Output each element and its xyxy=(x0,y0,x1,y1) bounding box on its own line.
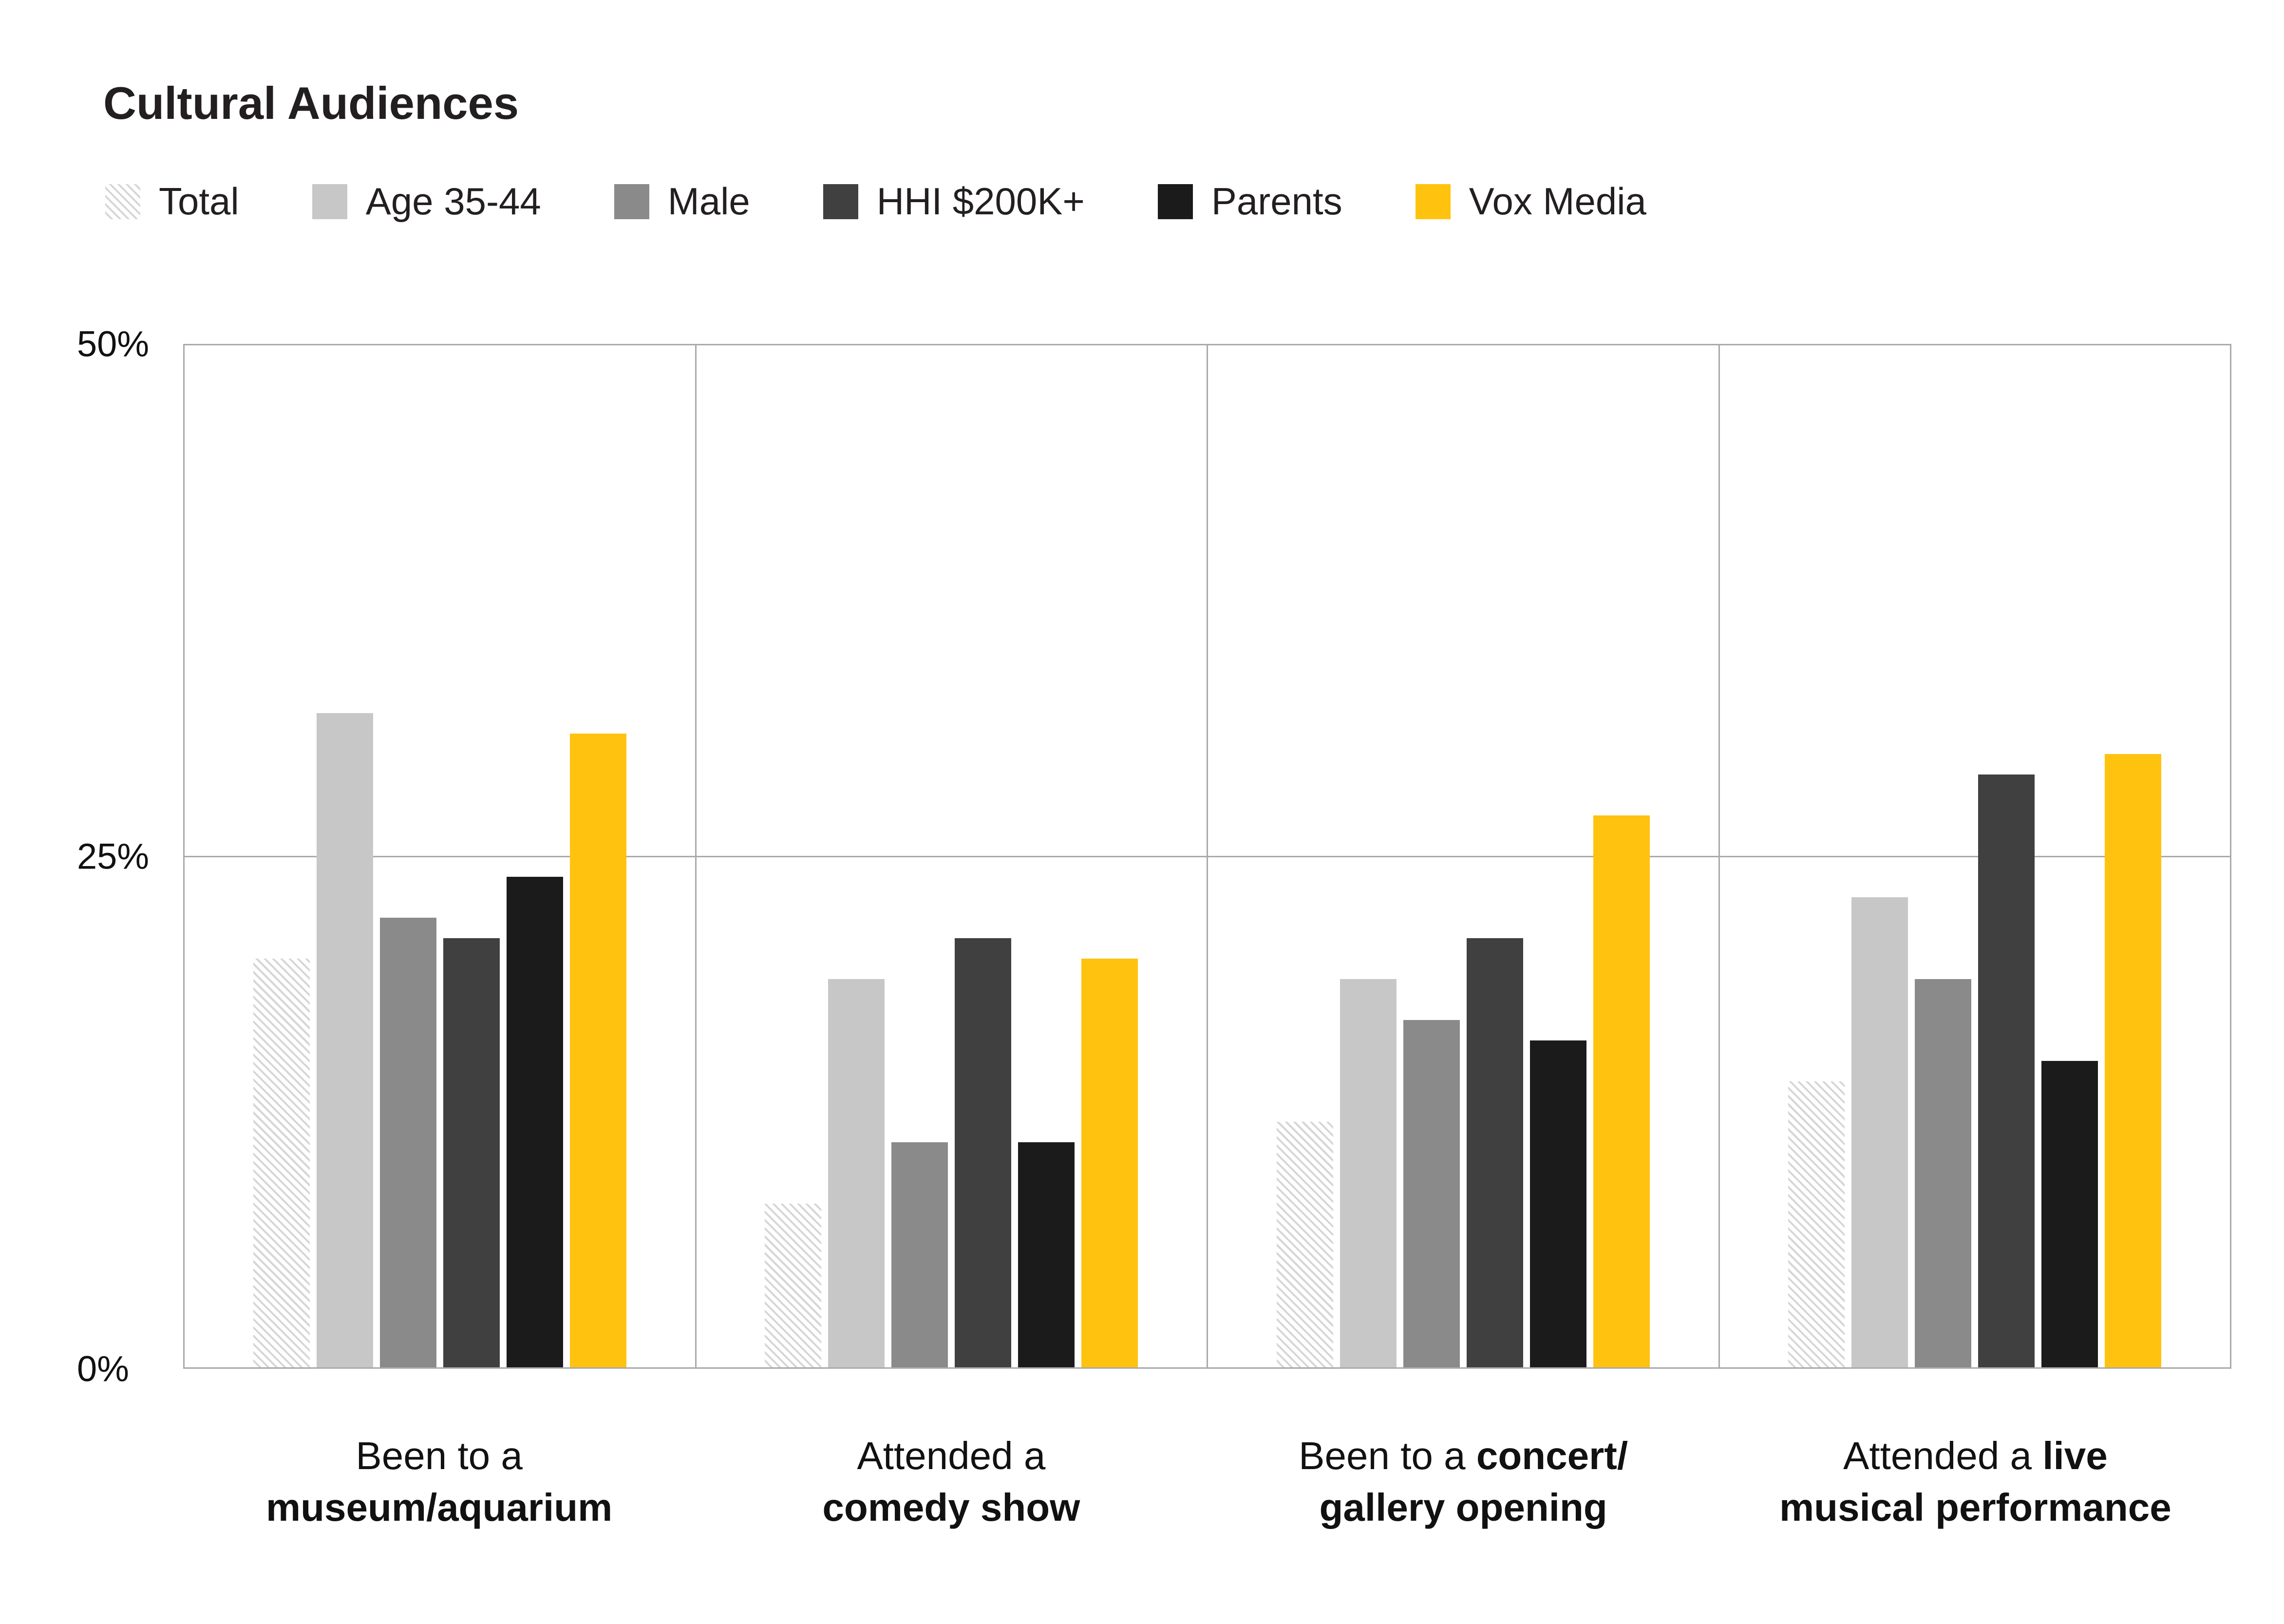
legend-swatch-icon xyxy=(312,184,347,219)
bar-vox-media xyxy=(1081,958,1138,1367)
legend-label: Vox Media xyxy=(1469,180,1646,223)
gridline-25pct xyxy=(696,856,1207,857)
bar-total xyxy=(765,1204,822,1367)
gridline-25pct xyxy=(185,856,695,857)
legend-item-parents: Parents xyxy=(1157,179,1342,224)
legend-item-male: Male xyxy=(614,179,750,224)
chart-title: Cultural Audiences xyxy=(103,77,519,129)
bar-parents xyxy=(2041,1060,2098,1367)
category-label-2: Been to a concert/gallery opening xyxy=(1299,1434,1628,1529)
y-axis-label-50pct: 50% xyxy=(77,323,150,364)
bar-total xyxy=(1276,1122,1333,1367)
legend-label: Age 35-44 xyxy=(365,180,541,223)
legend-item-hhi-200k-: HHI $200K+ xyxy=(823,179,1085,224)
bar-parents xyxy=(1529,1040,1586,1367)
bar-parents xyxy=(506,876,563,1367)
bar-male xyxy=(1403,1020,1460,1367)
legend-item-age-35-44: Age 35-44 xyxy=(312,179,541,224)
y-axis-label-0pct: 0% xyxy=(77,1348,129,1389)
bar-hhi-200k- xyxy=(1978,774,2035,1367)
bar-male xyxy=(379,917,436,1367)
category-axis: Been to a museum/aquarium Attended a comedy… xyxy=(183,1430,2231,1533)
gridline-25pct xyxy=(1719,856,2230,857)
plot-area xyxy=(183,344,2231,1369)
bar-vox-media xyxy=(1593,815,1650,1367)
bar-total xyxy=(1788,1081,1845,1367)
category-panel-0 xyxy=(185,345,697,1367)
bar-age-35-44 xyxy=(316,713,373,1367)
y-axis-label-25pct: 25% xyxy=(77,836,150,877)
bar-age-35-44 xyxy=(1851,897,1908,1367)
bar-hhi-200k- xyxy=(443,938,500,1367)
bar-male xyxy=(891,1142,948,1367)
legend-item-vox-media: Vox Media xyxy=(1415,179,1646,224)
category-label-3: Attended a live musical performance xyxy=(1779,1434,2171,1529)
legend-swatch-icon xyxy=(1415,184,1451,219)
bar-vox-media xyxy=(2105,754,2162,1367)
category-label-0: Been to a museum/aquarium xyxy=(265,1434,613,1529)
legend-label: HHI $200K+ xyxy=(876,180,1085,223)
category-panel-3 xyxy=(1719,345,2230,1367)
legend-label: Parents xyxy=(1211,180,1342,223)
category-panel-1 xyxy=(696,345,1208,1367)
legend-swatch-icon xyxy=(105,184,140,219)
category-panel-2 xyxy=(1208,345,1720,1367)
bar-vox-media xyxy=(569,734,626,1367)
bar-male xyxy=(1915,979,1972,1367)
gridline-25pct xyxy=(1208,856,1718,857)
category-label-1: Attended a comedy show xyxy=(822,1434,1080,1529)
legend-swatch-icon xyxy=(1157,184,1193,219)
bar-parents xyxy=(1018,1142,1075,1367)
legend-item-total: Total xyxy=(105,179,239,224)
bar-hhi-200k- xyxy=(955,938,1012,1367)
bar-total xyxy=(253,958,310,1367)
chart-legend: Total Age 35-44 Male HHI $200K+ Parents Vox M… xyxy=(105,179,1646,224)
legend-swatch-icon xyxy=(614,184,649,219)
legend-swatch-icon xyxy=(823,184,858,219)
legend-label: Male xyxy=(667,180,750,223)
bar-hhi-200k- xyxy=(1466,938,1523,1367)
bar-age-35-44 xyxy=(1340,979,1397,1367)
bar-age-35-44 xyxy=(828,979,885,1367)
legend-label: Total xyxy=(159,180,239,223)
